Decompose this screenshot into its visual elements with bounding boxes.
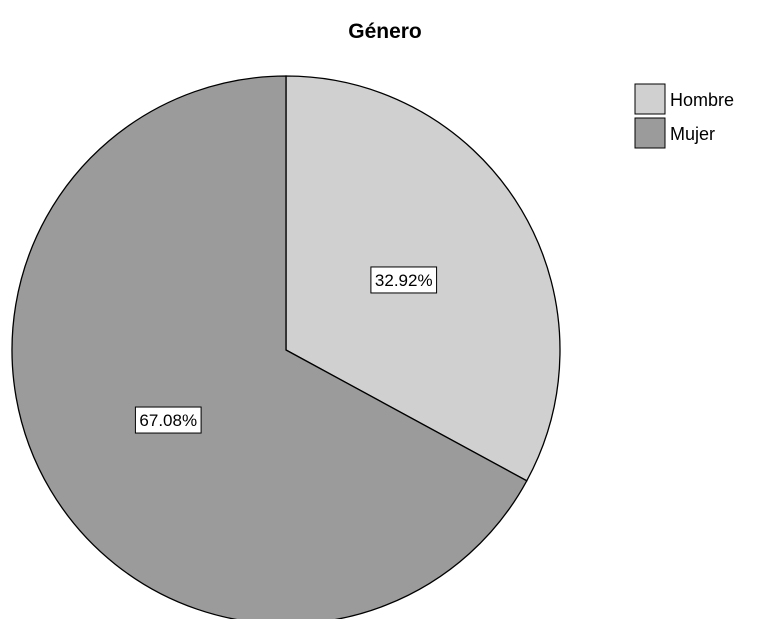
data-label-hombre: 32.92%	[370, 266, 438, 294]
data-label-box	[134, 406, 202, 434]
legend-item-hombre: Hombre	[634, 83, 734, 115]
legend-label: Mujer	[670, 124, 715, 144]
legend-swatch	[634, 83, 666, 115]
legend-label: Hombre	[670, 90, 734, 110]
data-label-text: 32.92%	[375, 271, 433, 290]
data-label-text: 67.08%	[139, 411, 197, 430]
legend: Hombre Mujer	[634, 83, 734, 149]
legend-item-mujer: Mujer	[634, 117, 715, 149]
pie-slice-mujer	[11, 75, 528, 619]
data-label-box	[370, 266, 438, 294]
data-label-mujer: 67.08%	[134, 406, 202, 434]
data-labels: 32.92% 67.08%	[134, 266, 438, 434]
legend-swatch	[634, 117, 666, 149]
pie-slices	[11, 75, 561, 619]
chart-title: Género	[348, 20, 422, 43]
